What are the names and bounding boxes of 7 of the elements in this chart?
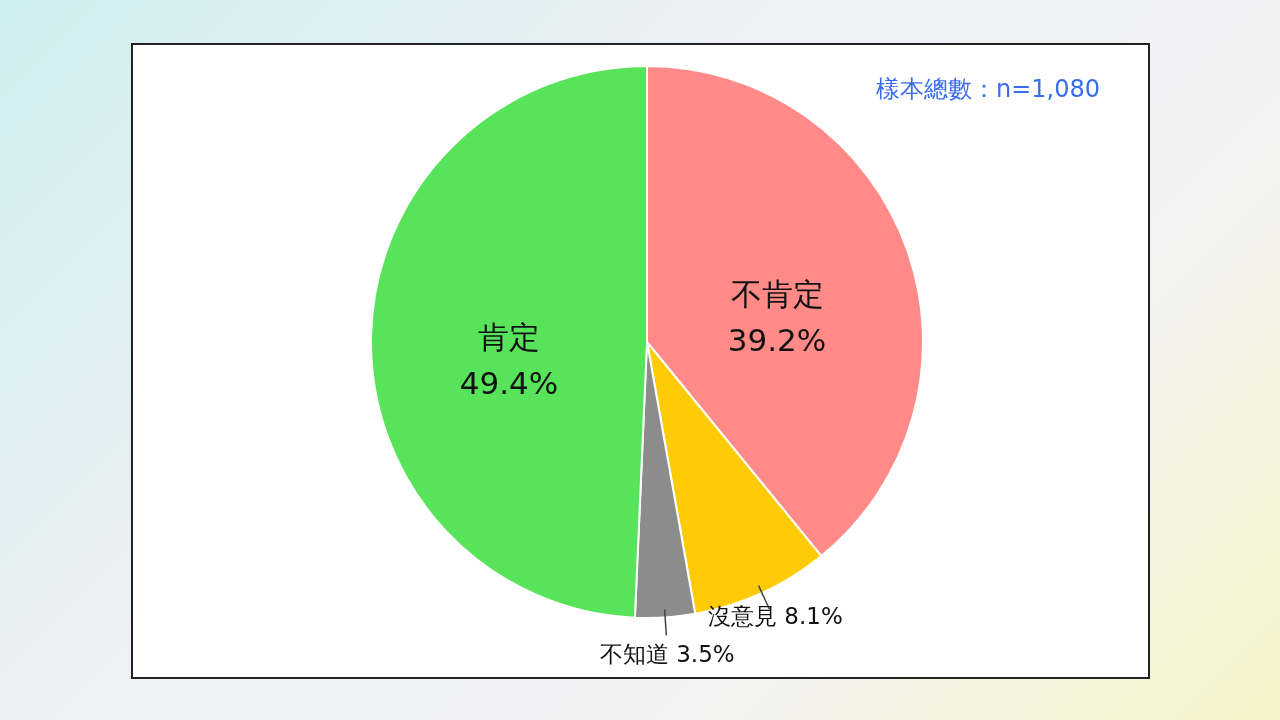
data-label: 39.2%: [727, 321, 827, 358]
text: 樣本總數：n=1,080: [875, 75, 1100, 103]
slice-label: 不知道 3.5%: [599, 641, 735, 668]
slice-label: 沒意見 8.1%: [708, 603, 843, 630]
data-label: 49.4%: [459, 364, 559, 401]
slice-label: 肯定: [478, 318, 541, 355]
slice-label: 不肯定: [730, 275, 824, 312]
